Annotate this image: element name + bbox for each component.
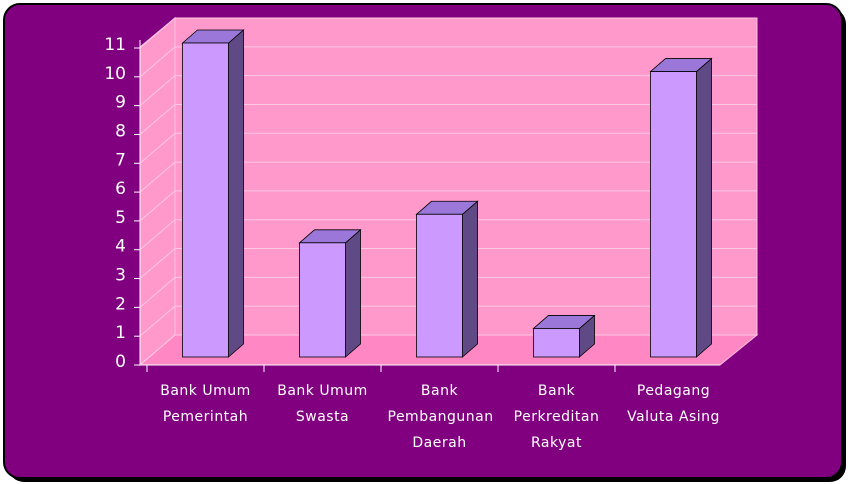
- x-tick-label: Pedagang Valuta Asing: [627, 383, 720, 425]
- x-tick-label: Bank Umum Pemerintah: [160, 383, 251, 425]
- bar: [650, 71, 697, 358]
- bar: [533, 328, 580, 358]
- y-tick-label: 6: [115, 179, 126, 199]
- y-tick-label: 10: [104, 64, 126, 84]
- side-grid-line: [139, 276, 176, 308]
- side-grid-line: [139, 75, 176, 107]
- side-grid-line: [139, 190, 176, 222]
- x-tick-label: Bank Pembangunan Daerah: [387, 383, 494, 451]
- side-grid-line: [139, 161, 176, 193]
- side-grid-line: [139, 219, 176, 251]
- y-tick-label: 11: [104, 35, 126, 55]
- side-grid-line: [139, 248, 176, 279]
- side-grid-line: [139, 305, 176, 337]
- side-grid-line: [139, 46, 176, 78]
- x-tick-label: Bank Umum Swasta: [277, 383, 368, 425]
- bar: [299, 242, 346, 358]
- side-grid-line: [139, 104, 176, 135]
- y-tick-label: 9: [115, 93, 126, 113]
- y-tick-label: 8: [115, 121, 126, 141]
- bar-side: [696, 57, 712, 358]
- side-wall: [139, 16, 176, 367]
- y-tick-label: 0: [115, 352, 126, 372]
- y-tick-label: 7: [115, 150, 126, 170]
- x-tick-label: Bank Perkreditan Rakyat: [513, 383, 600, 451]
- bar: [416, 213, 463, 358]
- side-grid-line: [139, 17, 176, 49]
- bar-side: [228, 29, 244, 358]
- y-tick-label: 1: [115, 323, 126, 343]
- bar-side: [345, 228, 361, 358]
- y-tick-label: 2: [115, 294, 126, 314]
- side-grid-line: [139, 132, 176, 164]
- y-tick-label: 4: [115, 237, 126, 257]
- side-grid-line: [139, 334, 176, 366]
- y-tick-label: 5: [115, 208, 126, 228]
- bar: [182, 42, 229, 358]
- y-tick-label: 3: [115, 266, 126, 286]
- bar-side: [462, 200, 478, 358]
